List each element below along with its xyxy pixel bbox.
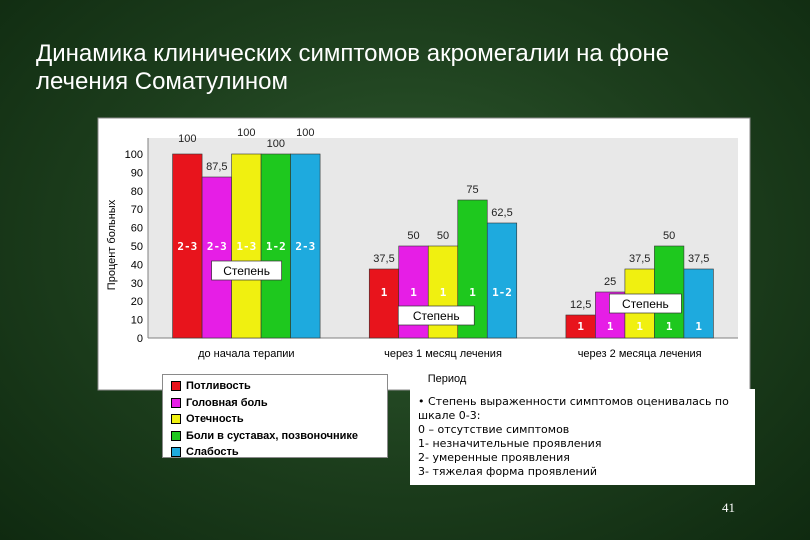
y-tick-label: 20 [131, 296, 143, 308]
severity-label: 1-2 [492, 286, 512, 299]
y-tick-label: 10 [131, 315, 143, 327]
stage-callout-text: Степень [622, 297, 669, 311]
severity-label: 1-2 [266, 240, 286, 253]
legend-swatch [171, 430, 181, 441]
severity-label: 1 [381, 286, 388, 299]
severity-label: 1 [440, 286, 447, 299]
bar [201, 176, 232, 339]
legend-label: Потливость [186, 380, 251, 393]
stage-callout-box [211, 260, 282, 281]
y-tick-label: 90 [131, 167, 143, 179]
note-line: 1- незначительные проявления [418, 437, 602, 450]
severity-label: 1-3 [236, 240, 256, 253]
severity-label: 1 [469, 286, 476, 299]
stage-callout-text: Степень [223, 264, 270, 278]
severity-label: 1 [607, 320, 614, 333]
bar [172, 153, 203, 339]
legend-swatch [171, 397, 181, 408]
severity-label: 2-3 [207, 240, 227, 253]
severity-label: 1 [695, 320, 702, 333]
y-tick-label: 100 [125, 149, 143, 161]
note-line: 3- тяжелая форма проявлений [418, 465, 597, 478]
note-line: • Степень выраженности симптомов оценива… [418, 395, 729, 408]
bar-value-label: 100 [296, 127, 314, 139]
y-tick-labels: 0 10 20 30 40 50 60 70 80 90 100 [125, 149, 143, 345]
bar-value-label: 37,5 [688, 253, 709, 265]
x-axis-title: Период [428, 373, 467, 385]
bar-value-label: 37,5 [373, 253, 394, 265]
bar-value-label: 62,5 [491, 207, 512, 219]
bar-value-label: 37,5 [629, 253, 650, 265]
x-tick-labels: до начала терапии через 1 месяц лечения че… [198, 348, 702, 360]
severity-label: 2-3 [295, 240, 315, 253]
bar [683, 268, 714, 339]
bar [290, 153, 321, 339]
stage-callout-box [397, 305, 475, 326]
legend-item: Отечность [171, 411, 387, 428]
bar-value-label: 100 [267, 138, 285, 150]
legend-item: Головная боль [171, 395, 387, 412]
severity-label: 1 [636, 320, 643, 333]
severity-label: 2-3 [177, 240, 197, 253]
bar-value-label: 100 [178, 133, 196, 145]
stage-callouts: Степень Степень Степень [211, 260, 682, 326]
severity-label: 1 [410, 286, 417, 299]
legend-swatch [171, 414, 181, 425]
bar [654, 245, 685, 339]
legend-swatch [171, 447, 181, 458]
value-labels: 100 87,5 100 100 100 37,5 50 50 75 62,5 12,5 25 37,5… [178, 127, 709, 311]
y-tick-label: 80 [131, 186, 143, 198]
severity-label: 1 [666, 320, 673, 333]
severity-labels: 2-3 2-3 1-3 1-2 2-3 1 1 1 1 1-2 1 1 1 1 1 [177, 240, 702, 333]
note-line: 0 – отсутствие симптомов [418, 423, 570, 436]
x-tick-label: до начала терапии [198, 348, 295, 360]
bar-marks [172, 153, 714, 339]
bar-value-label: 12,5 [570, 299, 591, 311]
bar-value-label: 50 [407, 230, 419, 242]
legend-label: Слабость [186, 446, 239, 459]
note-line: шкале 0-3: [418, 409, 481, 422]
stage-callout-box [609, 293, 682, 314]
stage-callout-text: Степень [413, 309, 460, 323]
legend-label: Боли в суставах, позвоночнике [186, 429, 359, 442]
scale-note: • Степень выраженности симптомов оценива… [410, 389, 755, 485]
x-tick-label: через 2 месяца лечения [578, 348, 702, 360]
y-tick-label: 40 [131, 259, 143, 271]
bar-value-label: 100 [237, 127, 255, 139]
y-tick-label: 50 [131, 241, 143, 253]
bar [368, 268, 400, 339]
legend-label: Отечность [186, 413, 244, 426]
y-axis-title: Процент больных [106, 199, 118, 290]
bar [486, 222, 518, 339]
y-tick-label: 30 [131, 278, 143, 290]
slide-title-line-2: лечения Соматулином [36, 68, 288, 95]
chart-legend: Потливость Головная боль Отечность Боли в с… [162, 374, 388, 458]
bar [231, 153, 262, 339]
severity-label: 1 [577, 320, 584, 333]
bar-value-label: 75 [466, 184, 478, 196]
x-tick-label: через 1 месяц лечения [384, 348, 502, 360]
page-number: 41 [722, 500, 735, 515]
legend-item: Боли в суставах, позвоночнике [171, 428, 387, 445]
bar-value-label: 87,5 [206, 161, 227, 173]
y-tick-label: 70 [131, 204, 143, 216]
bar-value-label: 50 [663, 230, 675, 242]
legend-label: Головная боль [186, 396, 268, 409]
y-tick-label: 0 [137, 333, 143, 345]
note-line: 2- умеренные проявления [418, 451, 570, 464]
y-tick-label: 60 [131, 223, 143, 235]
bar-value-label: 50 [437, 230, 449, 242]
legend-item: Слабость [171, 444, 387, 461]
legend-item: Потливость [171, 378, 387, 395]
bar [260, 153, 291, 339]
legend-swatch [171, 381, 181, 392]
slide-title-line-1: Динамика клинических симптомов акромегал… [36, 40, 670, 67]
slide-title: Динамика клинических симптомов акромегал… [36, 40, 786, 96]
bar-value-label: 25 [604, 276, 616, 288]
